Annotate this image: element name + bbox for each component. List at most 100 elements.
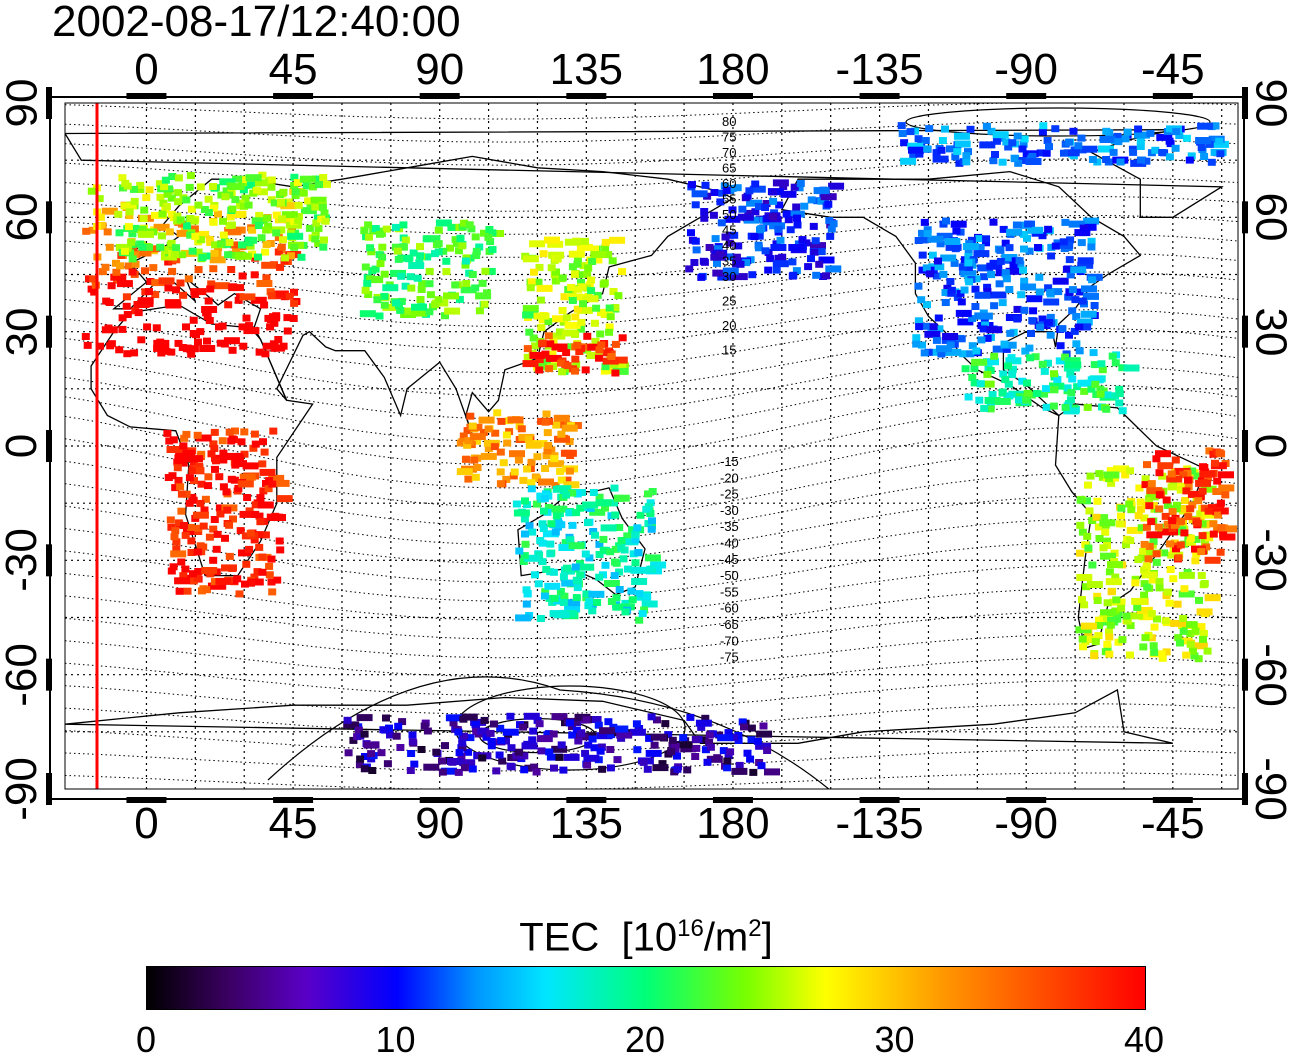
tec-measurement [1007,354,1016,362]
tec-measurement [964,263,973,271]
tec-measurement [1102,156,1111,163]
tec-measurement [266,240,275,247]
tec-measurement [950,340,959,348]
tec-measurement [193,431,202,439]
tec-measurement [583,754,600,762]
tec-measurement [1134,512,1143,520]
tec-measurement [243,327,260,335]
tec-measurement [228,284,245,292]
tec-measurement [1180,505,1189,513]
tec-measurement [272,211,281,219]
tec-measurement [970,365,979,373]
tec-measurement [726,253,735,261]
tec-measurement [423,253,432,261]
tec-measurement [571,313,580,321]
tec-measurement [1046,288,1055,296]
tec-measurement [1109,148,1118,156]
tec-measurement [908,146,924,154]
tec-measurement [280,254,289,262]
tec-measurement [551,277,560,285]
tec-measurement [515,748,524,756]
tec-measurement [738,718,747,726]
tec-measurement [551,528,560,536]
tec-measurement [1200,485,1217,493]
contour-label: 60 [722,176,736,191]
tec-measurement [964,393,973,401]
tec-measurement [980,273,988,281]
tec-measurement [207,450,216,458]
tec-measurement [83,341,92,349]
tec-measurement [239,293,256,301]
tec-measurement [552,315,568,323]
tec-measurement [472,727,481,735]
tec-measurement [658,760,667,768]
contour-label: -70 [720,633,739,648]
tec-measurement [529,727,538,735]
contour-label: -50 [720,568,739,583]
lon-tick-label: 90 [415,799,465,848]
frame-tick [1152,93,1193,99]
tec-measurement [920,349,929,357]
tec-measurement [1015,257,1024,265]
tec-measurement [185,474,194,482]
tec-measurement [722,267,739,275]
tec-measurement [493,409,502,417]
tec-measurement [998,299,1007,307]
lat-tick-label: -60 [0,642,46,707]
tec-measurement [523,465,532,473]
tec-measurement [255,531,264,539]
tec-measurement [544,582,561,590]
tec-measurement [522,600,531,608]
coastline [90,304,314,577]
tec-measurement [680,745,697,753]
tec-measurement [1081,285,1097,293]
tec-measurement [1002,275,1011,283]
tec-measurement [1197,623,1206,631]
tec-measurement [553,611,570,619]
tec-measurement [133,301,150,308]
tec-measurement [527,485,536,493]
tec-measurement [1084,544,1093,552]
tec-measurement [1194,497,1203,505]
contour-label: -35 [720,519,739,534]
tec-measurement [939,270,948,278]
tec-measurement [174,454,191,462]
tec-measurement [1005,267,1022,275]
tec-measurement [946,278,955,285]
tec-measurement [996,257,1005,265]
tec-measurement [1027,226,1044,234]
tec-measurement [445,714,462,722]
tec-measurement [443,292,459,300]
tec-measurement [534,580,543,588]
tec-measurement [1191,545,1199,553]
tec-measurement [130,251,139,259]
tec-measurement [617,544,626,552]
tec-measurement [968,342,977,350]
tec-measurement [231,196,240,204]
tec-measurement [274,248,283,256]
tec-measurement [252,186,261,194]
tec-measurement [1077,134,1086,142]
tec-measurement [661,720,670,728]
tec-measurement [756,730,773,738]
tec-measurement [207,280,216,288]
tec-measurement [291,192,300,200]
tec-measurement [319,243,328,251]
tec-measurement [1077,379,1094,387]
tec-measurement [1195,596,1203,604]
tec-measurement [1144,555,1153,563]
tec-measurement [1026,295,1043,303]
tec-measurement [407,750,416,757]
tec-measurement [1162,496,1171,504]
tec-measurement [488,246,497,254]
tec-measurement [512,500,521,508]
tec-measurement [1141,634,1150,642]
tec-measurement [734,242,743,250]
tec-measurement [900,139,909,147]
tec-measurement [964,259,973,267]
tec-measurement [1004,143,1013,151]
tec-measurement [434,226,443,234]
tec-measurement [116,280,133,288]
tec-measurement [922,322,931,330]
tec-measurement [524,764,533,772]
